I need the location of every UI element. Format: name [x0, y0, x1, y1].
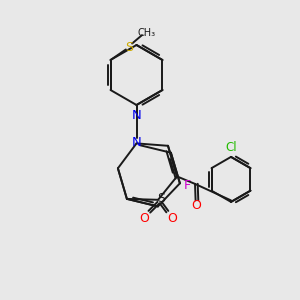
Text: CH₃: CH₃	[137, 28, 156, 38]
Text: O: O	[139, 212, 149, 225]
Text: S: S	[157, 192, 165, 206]
Text: F: F	[184, 178, 191, 192]
Text: S: S	[125, 40, 134, 54]
Text: N: N	[132, 136, 142, 149]
Text: O: O	[191, 199, 201, 212]
Text: N: N	[132, 109, 141, 122]
Text: O: O	[167, 212, 177, 225]
Text: Cl: Cl	[225, 141, 237, 154]
